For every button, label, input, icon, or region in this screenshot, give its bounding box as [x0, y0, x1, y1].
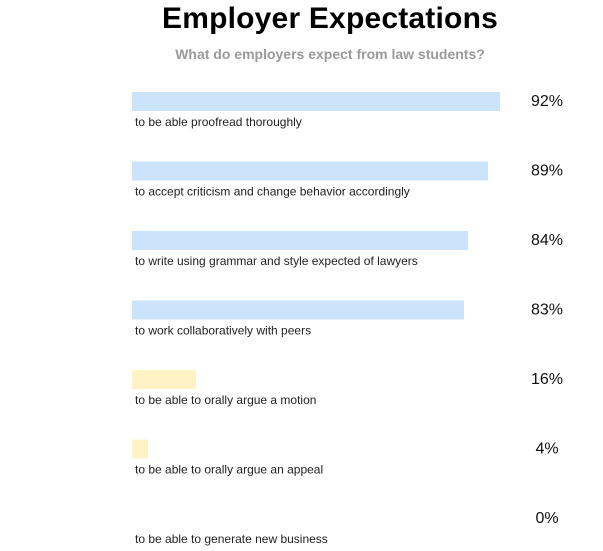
category-label-6: to be able to orally argue an appeal [135, 463, 323, 477]
bar-1 [132, 92, 500, 111]
value-label-2: 89% [531, 163, 563, 180]
category-label-2: to accept criticism and change behavior … [135, 185, 410, 199]
category-label-7: to be able to generate new business [135, 532, 328, 546]
value-label-1: 92% [531, 93, 563, 110]
category-label-5: to be able to orally argue a motion [135, 393, 316, 407]
chart-subtitle: What do employers expect from law studen… [175, 46, 485, 62]
bar-6 [132, 439, 148, 459]
value-label-5: 16% [531, 371, 563, 388]
value-label-4: 83% [531, 302, 563, 319]
value-label-7: 0% [535, 510, 558, 527]
category-label-1: to be able proofread thoroughly [135, 115, 302, 129]
value-label-6: 4% [535, 441, 558, 458]
bar-5 [132, 370, 196, 389]
bar-2 [132, 161, 488, 181]
chart-title: Employer Expectations [162, 2, 498, 35]
bar-3 [132, 231, 468, 250]
value-label-3: 84% [531, 232, 563, 249]
category-label-4: to work collaboratively with peers [135, 324, 311, 338]
category-label-3: to write using grammar and style expecte… [135, 254, 418, 268]
bar-4 [132, 300, 464, 320]
